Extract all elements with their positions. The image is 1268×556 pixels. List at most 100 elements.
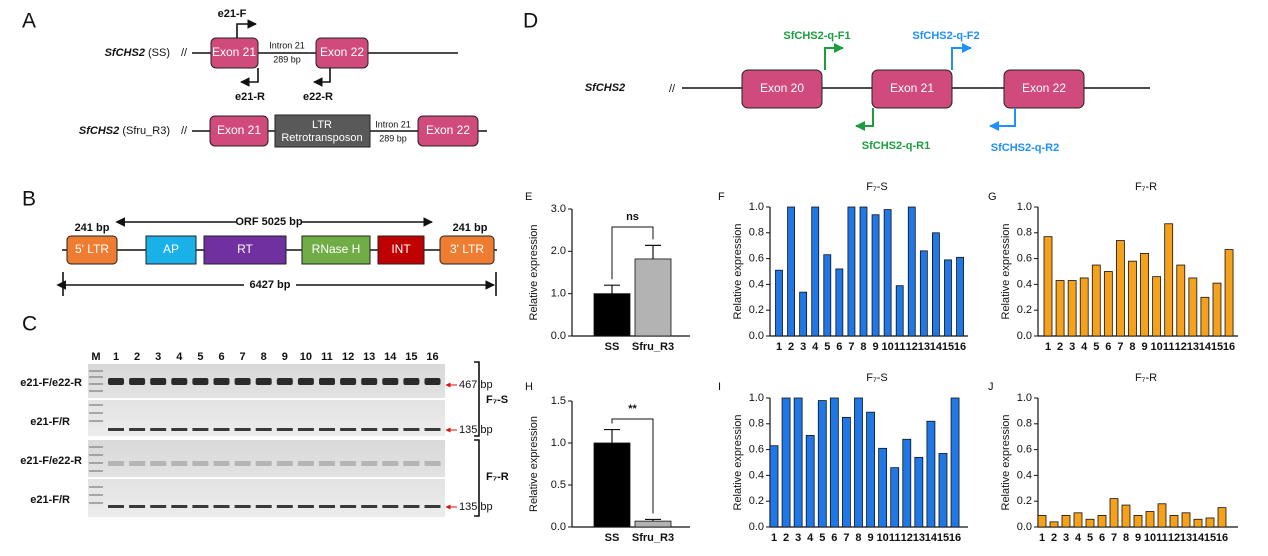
gel-band bbox=[382, 378, 399, 385]
exon-label: Exon 20 bbox=[760, 81, 804, 95]
bar bbox=[1085, 518, 1095, 528]
ltr-size: 241 bp bbox=[453, 222, 488, 234]
gel-band bbox=[319, 378, 335, 385]
x-tick-label: 16 bbox=[954, 341, 966, 353]
bar bbox=[944, 259, 952, 337]
strain: (Sfru_R3) bbox=[122, 125, 170, 137]
ladder-band bbox=[89, 454, 103, 456]
exon-label: Exon 22 bbox=[1022, 81, 1066, 95]
x-tick-label: SS bbox=[605, 341, 620, 353]
primer-arrow bbox=[236, 19, 257, 38]
x-tick-label: 9 bbox=[1141, 341, 1147, 353]
ladder-band bbox=[89, 446, 103, 448]
gel-band bbox=[403, 505, 420, 508]
y-axis-label: Relative expression bbox=[732, 415, 744, 511]
x-tick-label: 1 bbox=[776, 341, 782, 353]
panel-letter: E bbox=[525, 191, 532, 203]
gel-band bbox=[382, 461, 399, 466]
lane-label: 12 bbox=[342, 351, 354, 363]
row-label: e21-F/R bbox=[30, 416, 70, 428]
gel-band bbox=[319, 461, 335, 466]
y-tick-label: 0.2 bbox=[749, 304, 764, 316]
gel-band bbox=[340, 428, 357, 431]
bar bbox=[842, 416, 851, 528]
ladder-band bbox=[89, 376, 103, 378]
bar bbox=[1224, 249, 1234, 337]
bar bbox=[787, 206, 795, 337]
chart-title: F₇-R bbox=[1135, 181, 1157, 193]
bar bbox=[1188, 277, 1198, 337]
domain-label: RNase H bbox=[312, 242, 361, 256]
gel-band bbox=[108, 461, 124, 466]
gel-band bbox=[424, 378, 441, 385]
gel-band bbox=[213, 461, 230, 466]
exon bbox=[315, 37, 369, 69]
gel-band bbox=[340, 505, 357, 508]
bar bbox=[1079, 277, 1089, 337]
gel-band bbox=[403, 428, 420, 431]
gel-band bbox=[129, 378, 146, 385]
domain-label: AP bbox=[163, 242, 179, 256]
label-bg bbox=[236, 214, 302, 230]
y-tick-label: 0.0 bbox=[551, 330, 566, 342]
gel-band bbox=[129, 505, 146, 508]
orf-label: ORF 5025 bp bbox=[235, 216, 303, 228]
exon bbox=[417, 115, 479, 147]
y-tick-label: 0.0 bbox=[749, 521, 764, 533]
bar bbox=[1145, 511, 1155, 528]
y-tick-label: 0.2 bbox=[749, 495, 764, 507]
bar bbox=[1217, 507, 1227, 528]
gel-band bbox=[108, 378, 124, 385]
y-tick-label: 2.0 bbox=[551, 245, 566, 257]
x-tick-label: 12 bbox=[906, 341, 918, 353]
primer-arrow bbox=[313, 68, 331, 87]
bar bbox=[1169, 514, 1179, 528]
gel-band bbox=[150, 428, 167, 431]
y-tick-label: 0.0 bbox=[1017, 330, 1032, 342]
primer-arrow bbox=[240, 68, 259, 87]
bar bbox=[634, 520, 672, 528]
gel-band bbox=[192, 505, 209, 508]
bar bbox=[919, 250, 928, 337]
chart-panel: E Relative expression 0.0 1.0 2.0 3.0 SS Sfru_R… bbox=[525, 191, 690, 353]
gel-band bbox=[108, 505, 124, 508]
lane-label: M bbox=[91, 351, 100, 363]
panel-letter: D bbox=[523, 10, 538, 33]
primer-label: SfCHS2-q-R1 bbox=[862, 140, 930, 152]
bar bbox=[817, 400, 827, 528]
row-label: e21-F/e22-R bbox=[20, 377, 82, 389]
x-tick-label: 14 bbox=[925, 532, 938, 544]
bar bbox=[1091, 264, 1101, 337]
x-tick-label: 6 bbox=[1105, 341, 1111, 353]
x-tick-label: 3 bbox=[795, 532, 801, 544]
domain-label: RT bbox=[237, 242, 253, 256]
gel-band bbox=[171, 505, 188, 508]
primer-label: SfCHS2-q-R2 bbox=[991, 142, 1059, 154]
bar bbox=[805, 435, 815, 528]
gene-label: SfCHS2 bbox=[585, 82, 625, 94]
primer-arrow bbox=[824, 43, 844, 70]
x-tick-label: 10 bbox=[1144, 532, 1156, 544]
x-tick-label: 14 bbox=[1192, 532, 1205, 544]
x-tick-label: 13 bbox=[918, 341, 930, 353]
x-tick-label: 11 bbox=[894, 341, 906, 353]
x-tick-label: 15 bbox=[1204, 532, 1216, 544]
x-tick-label: 2 bbox=[1051, 532, 1057, 544]
chart-panel: F F₇-S Relative expression 0.0 0.2 0.4 0.6 0.8 1… bbox=[718, 181, 968, 353]
lane-label: 9 bbox=[282, 351, 288, 363]
bar bbox=[1152, 276, 1162, 337]
x-tick-label: 1 bbox=[1045, 341, 1051, 353]
x-tick-label: 12 bbox=[1175, 341, 1187, 353]
ladder-band bbox=[89, 383, 103, 385]
bar bbox=[1109, 498, 1119, 528]
panel-letter: G bbox=[988, 191, 997, 203]
label-bg bbox=[244, 277, 296, 293]
row-label: e21-F/e22-R bbox=[20, 455, 82, 467]
significance-bracket bbox=[611, 226, 654, 280]
bar bbox=[1181, 512, 1191, 528]
panel-b: B 241 bp 241 bp ORF 5025 bp 5' LTR AP RT… bbox=[22, 188, 497, 296]
bar bbox=[926, 420, 936, 528]
bar bbox=[793, 397, 803, 528]
y-tick-label: 1.0 bbox=[551, 437, 566, 449]
band-size: 467 bp bbox=[459, 379, 493, 391]
